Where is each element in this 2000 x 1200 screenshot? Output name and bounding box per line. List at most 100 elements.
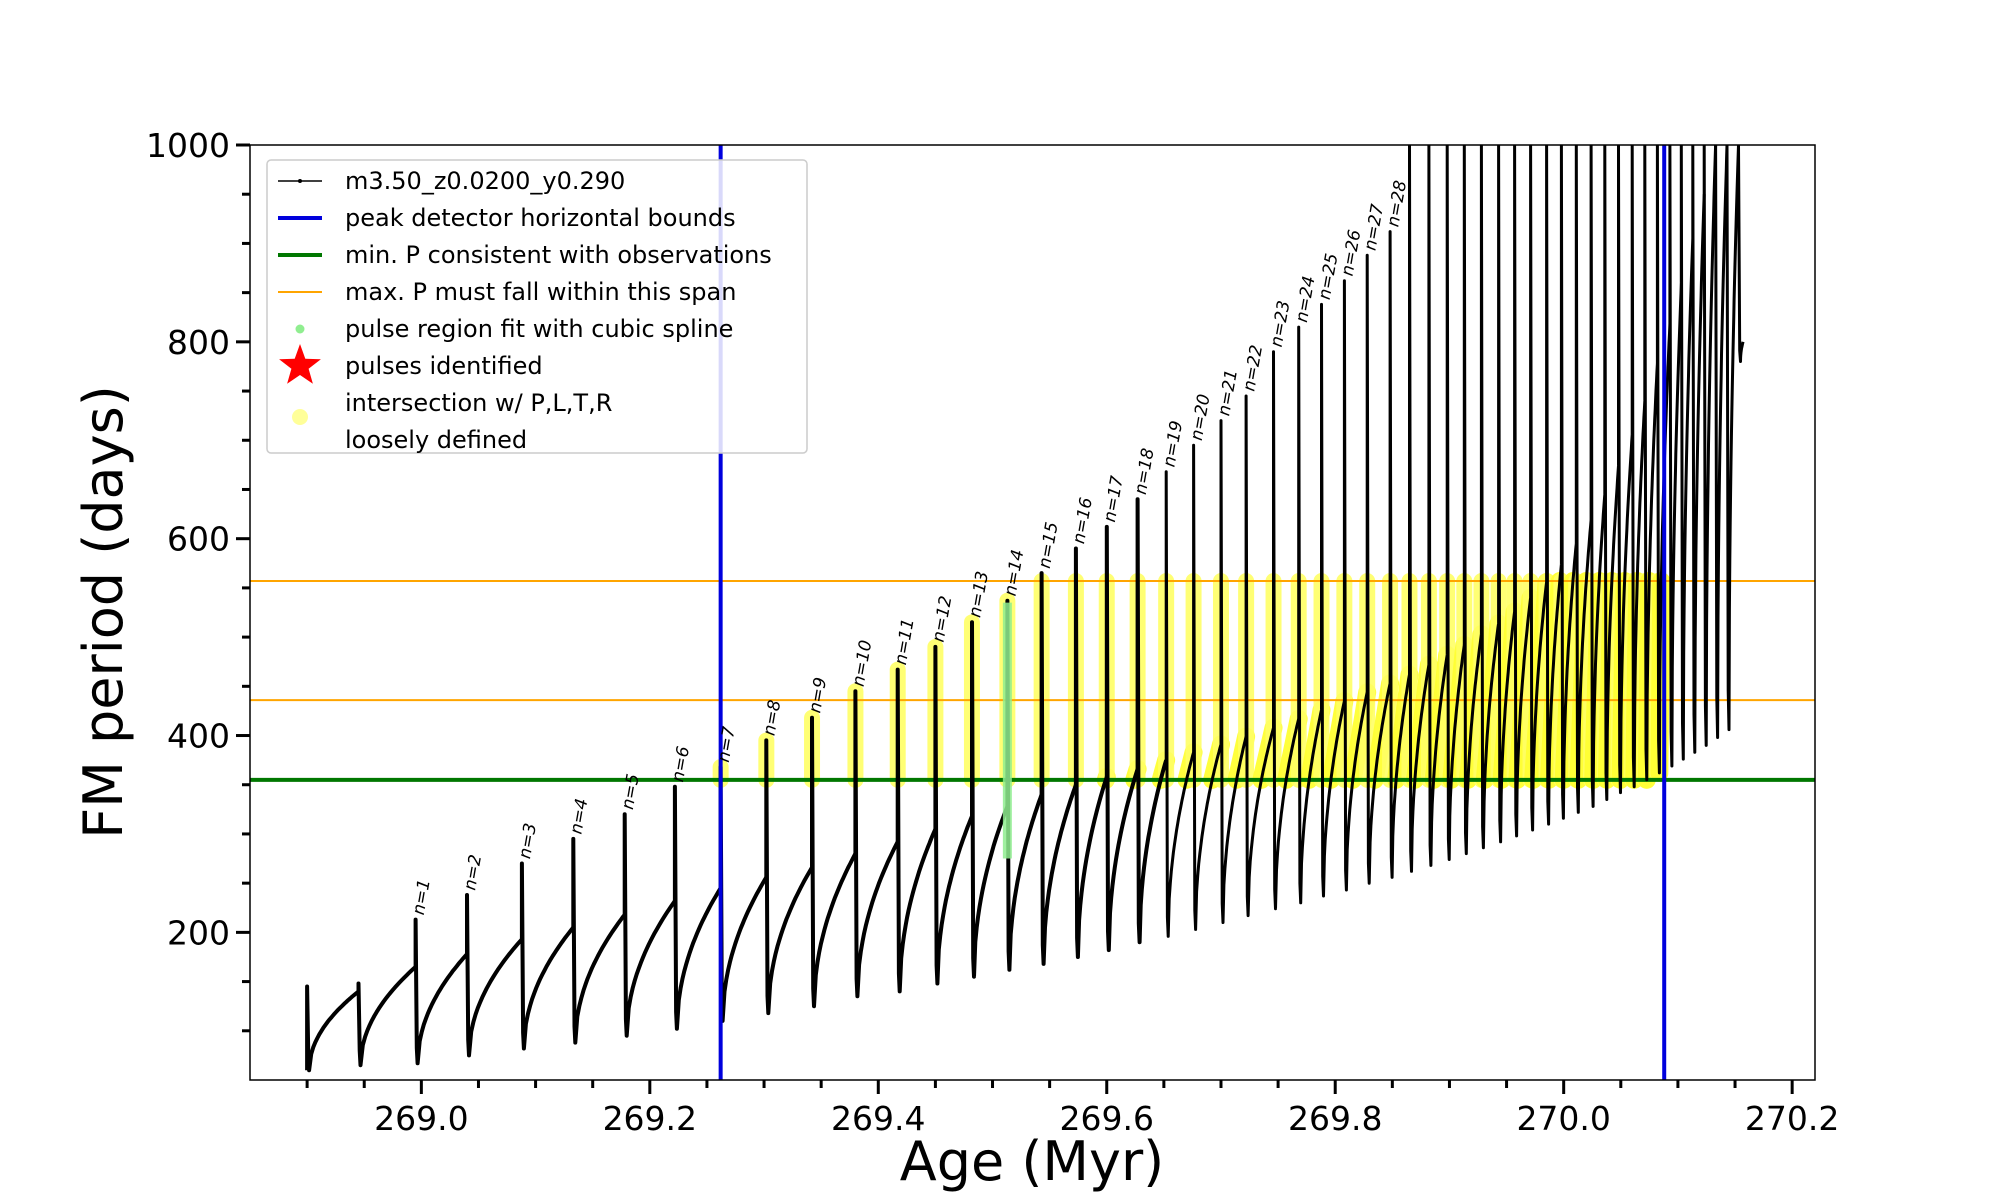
legend-label: pulses identified	[345, 352, 543, 380]
legend-label: pulse region fit with cubic spline	[345, 315, 733, 343]
pulse-label: n=3	[515, 822, 541, 861]
pulse-cycle	[1617, 145, 1634, 795]
pulse-cycle	[1272, 350, 1301, 911]
pulse-label: n=21	[1214, 368, 1242, 417]
pulse-cycle	[1297, 325, 1323, 905]
pulse-cycle	[810, 715, 858, 1009]
pulse-label: n=1	[409, 878, 435, 917]
horizontal-reference-lines	[250, 580, 1815, 782]
pulse-cycle	[1714, 145, 1729, 739]
pulse-label: n=27	[1360, 202, 1388, 252]
pulse-label: n=12	[929, 594, 957, 643]
legend-label: m3.50_z0.0200_y0.290	[345, 167, 625, 195]
pulse-cycle	[1479, 145, 1501, 850]
pulse-cycle	[1388, 230, 1411, 879]
pulse-cycle	[1342, 279, 1369, 892]
pulse-label: n=19	[1159, 419, 1187, 468]
legend-star-swatch	[279, 344, 321, 384]
pulse-cycle	[1462, 145, 1483, 856]
pulse-cycle	[622, 812, 677, 1038]
y-tick-label: 400	[167, 717, 230, 756]
pulse-label: n=28	[1383, 179, 1411, 229]
pulse-cycle	[1135, 497, 1169, 945]
pulse-cycle	[1104, 524, 1140, 953]
pulse-cycle	[1574, 145, 1593, 814]
pulse-cycle	[1589, 145, 1607, 808]
pulse-label: n=15	[1035, 521, 1063, 570]
pulse-cycle	[764, 738, 814, 1016]
legend-label: max. P must fall within this span	[345, 278, 736, 306]
pulse-label: n=16	[1069, 496, 1097, 546]
pulse-cycle	[1365, 253, 1392, 885]
pulse-cycle	[1643, 145, 1659, 782]
x-tick-label: 269.6	[1060, 1099, 1154, 1138]
pulse-cycle	[1039, 571, 1078, 966]
pulse-cycle	[1427, 145, 1449, 867]
pulse-cycle	[1737, 145, 1745, 363]
pulse-cycle	[1691, 145, 1706, 754]
pulse-label: n=2	[460, 853, 486, 892]
pulse-label: n=17	[1100, 474, 1128, 524]
pulse-cycle	[672, 784, 723, 1031]
legend-box	[266, 159, 808, 454]
pulse-cycle	[1497, 145, 1517, 844]
series-m3.50-z0.0200-y0.290	[305, 145, 1745, 1073]
y-tick-label: 200	[167, 913, 230, 952]
pulse-cycle	[571, 836, 627, 1045]
pulse-label: n=26	[1338, 228, 1366, 278]
pulse-cycle	[305, 984, 360, 1073]
pulse-cycle	[1513, 145, 1533, 838]
pulse-cycle	[933, 644, 974, 986]
pulse-label: n=20	[1187, 393, 1215, 442]
legend-label: loosely defined	[345, 426, 527, 454]
pulse-label: n=24	[1292, 275, 1320, 324]
pulse-cycle	[1668, 145, 1683, 768]
legend-label: min. P consistent with observations	[345, 241, 772, 269]
pulse-cycle	[1005, 598, 1044, 972]
pulse-cycle	[970, 620, 1010, 979]
legend-marker-swatch	[298, 179, 302, 183]
y-tick-label: 1000	[146, 126, 230, 165]
pulse-cycle	[356, 965, 417, 1068]
legend-dot-swatch	[295, 324, 305, 334]
pulse-label: n=25	[1315, 252, 1343, 301]
pulse-cycle	[718, 765, 769, 1023]
x-tick-label: 270.2	[1745, 1099, 1839, 1138]
pulse-cycle	[1630, 145, 1647, 789]
x-tick-label: 270.0	[1516, 1099, 1610, 1138]
axes: 269.0 269.2 269.4 269.6 269.8 270.0 270.2 200 40…	[146, 126, 1839, 1138]
pulse-cycle	[1320, 302, 1346, 898]
pulse-cycle	[519, 861, 575, 1051]
pulse-cycle	[1164, 470, 1196, 938]
pulse-cycle	[1445, 145, 1466, 861]
x-tick-label: 269.2	[603, 1099, 697, 1138]
legend-dot-swatch	[292, 409, 308, 425]
y-axis-label: FM period (days)	[72, 385, 135, 839]
pulse-cycle	[1192, 443, 1223, 931]
pulse-label: n=18	[1131, 447, 1159, 497]
x-tick-label: 269.8	[1288, 1099, 1382, 1138]
pulse-cycle	[1529, 145, 1549, 832]
pulse-label: n=6	[668, 745, 694, 784]
pulse-cycle	[1603, 145, 1620, 801]
pulse-cycle	[1244, 394, 1275, 918]
pulse-label: n=4	[567, 797, 593, 836]
x-axis-label: Age (Myr)	[900, 1130, 1165, 1193]
pulse-cycle	[853, 689, 900, 999]
y-tick-label: 800	[167, 323, 230, 362]
pulse-label: n=14	[1001, 548, 1029, 597]
pulse-cycle	[1408, 145, 1431, 873]
plot-frame	[249, 144, 1816, 1081]
pulse-label: n=8	[760, 698, 786, 737]
y-tick-label: 600	[167, 520, 230, 559]
legend-label: intersection w/ P,L,T,R	[345, 389, 612, 417]
pulse-label: n=23	[1267, 299, 1295, 348]
pulse-cycle	[1545, 145, 1563, 826]
pulse-label: n=13	[965, 570, 993, 619]
pulse-label: n=9	[805, 676, 831, 715]
pulse-cycle	[465, 893, 524, 1058]
pulse-label: n=22	[1239, 343, 1267, 392]
pulse-cycle	[413, 917, 469, 1066]
pulse-cycle	[895, 667, 938, 994]
